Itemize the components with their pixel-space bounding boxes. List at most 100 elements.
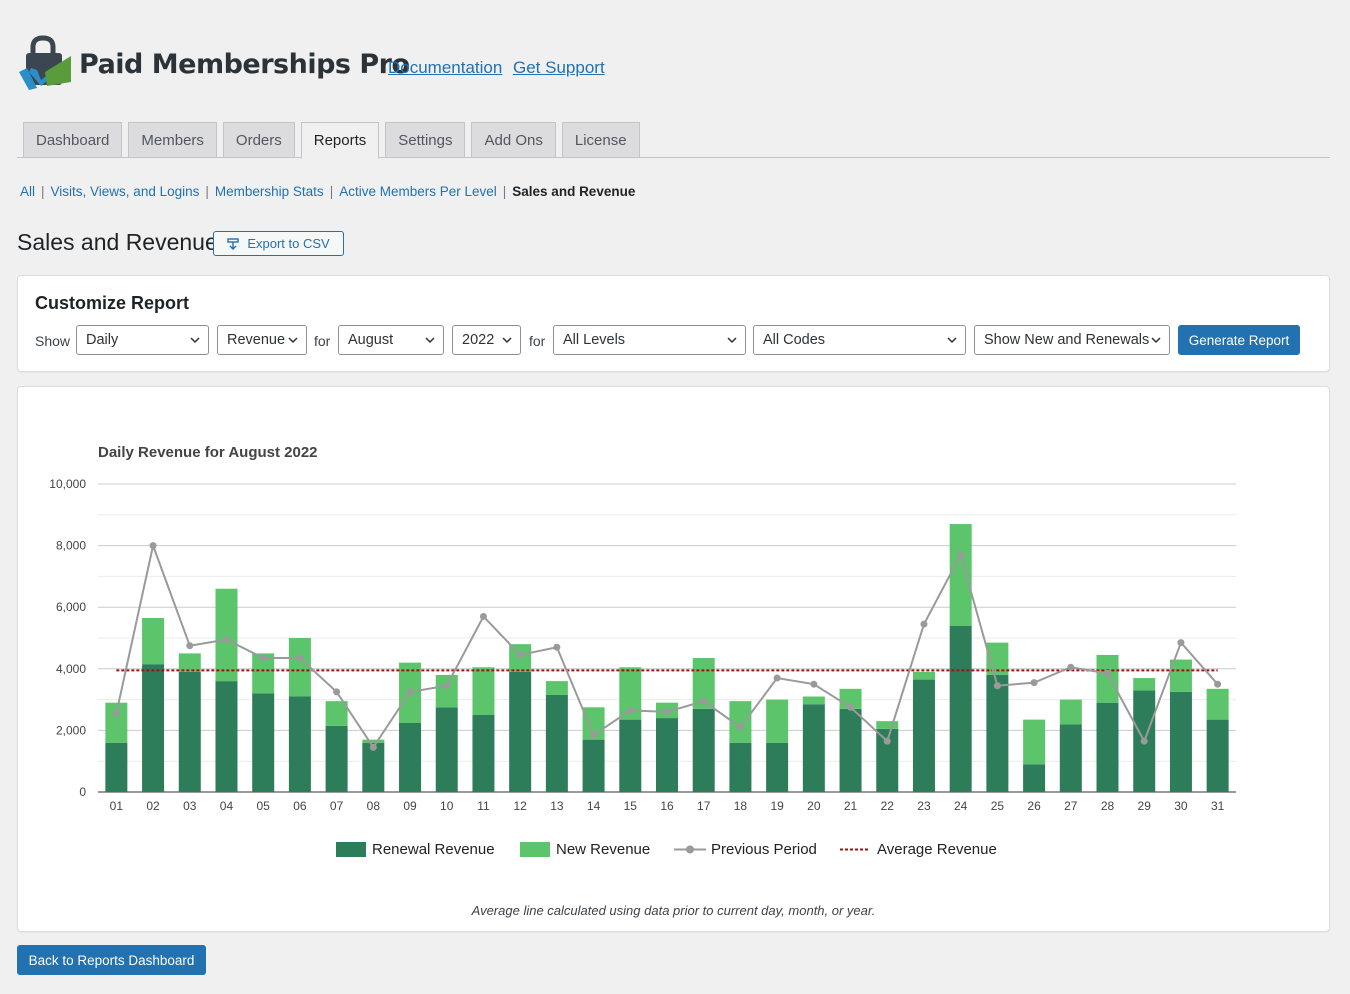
previous-period-point: [773, 674, 781, 682]
renewal-bar: [472, 715, 495, 792]
previous-period-point: [626, 706, 634, 714]
legend-new[interactable]: New Revenue: [520, 841, 650, 858]
level-select[interactable]: All Levels: [553, 325, 746, 355]
new-bar: [325, 701, 348, 726]
subnav-visits[interactable]: Visits, Views, and Logins: [50, 184, 200, 199]
x-tick-label: 24: [954, 799, 968, 813]
legend-average[interactable]: Average Revenue: [840, 841, 997, 858]
x-tick-label: 08: [367, 799, 381, 813]
legend-dashed-marker: [840, 848, 870, 851]
customize-heading: Customize Report: [35, 293, 190, 313]
x-tick-label: 29: [1138, 799, 1152, 813]
subnav-all[interactable]: All: [20, 184, 36, 199]
previous-period-point: [993, 682, 1001, 690]
renewal-bar: [142, 664, 165, 792]
back-to-reports-button[interactable]: Back to Reports Dashboard: [17, 945, 206, 975]
previous-period-point: [369, 743, 377, 751]
year-select[interactable]: 2022: [452, 325, 521, 355]
renewal-bar: [105, 742, 128, 792]
codes-select[interactable]: All Codes: [753, 325, 966, 355]
chart-panel: 0 2,000 4,000 6,000 8,000 10,000 01 02 03 04 05 06 0…: [17, 386, 1330, 932]
for-label: for: [529, 333, 546, 349]
renewal-bar: [582, 739, 605, 792]
legend-swatch: [520, 842, 550, 857]
tab-settings[interactable]: Settings: [385, 122, 466, 158]
period-select[interactable]: Daily: [76, 325, 209, 355]
chevron-down-icon: [727, 337, 737, 344]
previous-period-point: [149, 542, 157, 550]
new-bar: [912, 671, 935, 680]
x-tick-label: 15: [624, 799, 638, 813]
renewal-bar: [545, 694, 568, 792]
renewal-bar: [766, 742, 789, 792]
x-tick-label: 10: [440, 799, 454, 813]
new-bar: [876, 721, 899, 729]
previous-period-point: [1104, 669, 1112, 677]
x-tick-label: 17: [697, 799, 711, 813]
y-tick-label: 0: [79, 785, 86, 799]
tab-members[interactable]: Members: [128, 122, 217, 158]
x-tick-label: 03: [183, 799, 197, 813]
period-value: Daily: [86, 332, 119, 348]
x-tick-label: 21: [844, 799, 858, 813]
legend-previous[interactable]: Previous Period: [674, 841, 817, 858]
renewal-bar: [509, 671, 532, 792]
revenue-chart: 0 2,000 4,000 6,000 8,000 10,000 01 02 03 04 05 06 0…: [49, 477, 1236, 813]
chevron-down-icon: [288, 337, 298, 344]
x-tick-label: 26: [1027, 799, 1041, 813]
previous-period-point: [810, 680, 818, 688]
brand: Paid Memberships Pro: [17, 34, 410, 94]
legend-renewal[interactable]: Renewal Revenue: [336, 841, 495, 858]
generate-report-button[interactable]: Generate Report: [1178, 325, 1300, 355]
previous-period-point: [883, 737, 891, 745]
tab-divider: [17, 157, 1330, 158]
get-support-link[interactable]: Get Support: [513, 58, 605, 77]
previous-period-point: [259, 654, 267, 662]
legend-label: Average Revenue: [877, 841, 997, 858]
chevron-down-icon: [502, 337, 512, 344]
x-tick-label: 18: [734, 799, 748, 813]
subnav-active-members[interactable]: Active Members Per Level: [339, 184, 497, 199]
previous-period-point: [700, 697, 708, 705]
tab-orders[interactable]: Orders: [222, 122, 295, 158]
new-bar: [949, 524, 972, 626]
x-tick-label: 30: [1174, 799, 1188, 813]
new-bar: [1169, 659, 1192, 692]
filter-value: Show New and Renewals: [984, 332, 1150, 348]
x-tick-label: 19: [770, 799, 784, 813]
documentation-link[interactable]: Documentation: [388, 58, 503, 77]
renewal-bar: [912, 679, 935, 792]
tab-dashboard[interactable]: Dashboard: [23, 122, 123, 158]
new-bar: [435, 674, 458, 708]
previous-period-point: [1030, 679, 1038, 687]
new-bar: [1206, 688, 1229, 720]
renewal-bar: [949, 625, 972, 792]
tab-reports[interactable]: Reports: [300, 122, 380, 159]
y-tick-label: 6,000: [56, 600, 86, 614]
previous-period-point: [1140, 737, 1148, 745]
new-bar: [729, 701, 752, 743]
type-select[interactable]: Revenue: [217, 325, 307, 355]
export-csv-button[interactable]: Export to CSV: [213, 231, 344, 256]
previous-period-point: [736, 723, 744, 731]
tab-add-ons[interactable]: Add Ons: [471, 122, 556, 158]
x-tick-label: 27: [1064, 799, 1078, 813]
renewal-bar: [839, 708, 862, 792]
level-value: All Levels: [563, 332, 626, 348]
subnav-membership-stats[interactable]: Membership Stats: [214, 184, 324, 199]
previous-period-point: [406, 688, 414, 696]
legend-label: Renewal Revenue: [372, 841, 495, 858]
customize-report-panel: Customize Report Show Daily Revenue for …: [17, 275, 1330, 372]
previous-period-point: [590, 731, 598, 739]
month-select[interactable]: August: [338, 325, 444, 355]
new-bar: [1059, 699, 1082, 725]
x-tick-label: 12: [513, 799, 527, 813]
y-tick-label: 8,000: [56, 539, 86, 553]
tab-license[interactable]: License: [561, 122, 640, 158]
renewal-bar: [252, 693, 275, 792]
renewal-bar: [986, 674, 1009, 792]
x-tick-label: 28: [1101, 799, 1115, 813]
previous-period-point: [1177, 639, 1185, 647]
y-tick-label: 10,000: [49, 477, 86, 491]
new-renewal-select[interactable]: Show New and Renewals: [974, 325, 1170, 355]
